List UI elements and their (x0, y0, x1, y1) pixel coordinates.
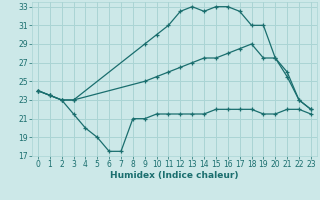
X-axis label: Humidex (Indice chaleur): Humidex (Indice chaleur) (110, 171, 239, 180)
